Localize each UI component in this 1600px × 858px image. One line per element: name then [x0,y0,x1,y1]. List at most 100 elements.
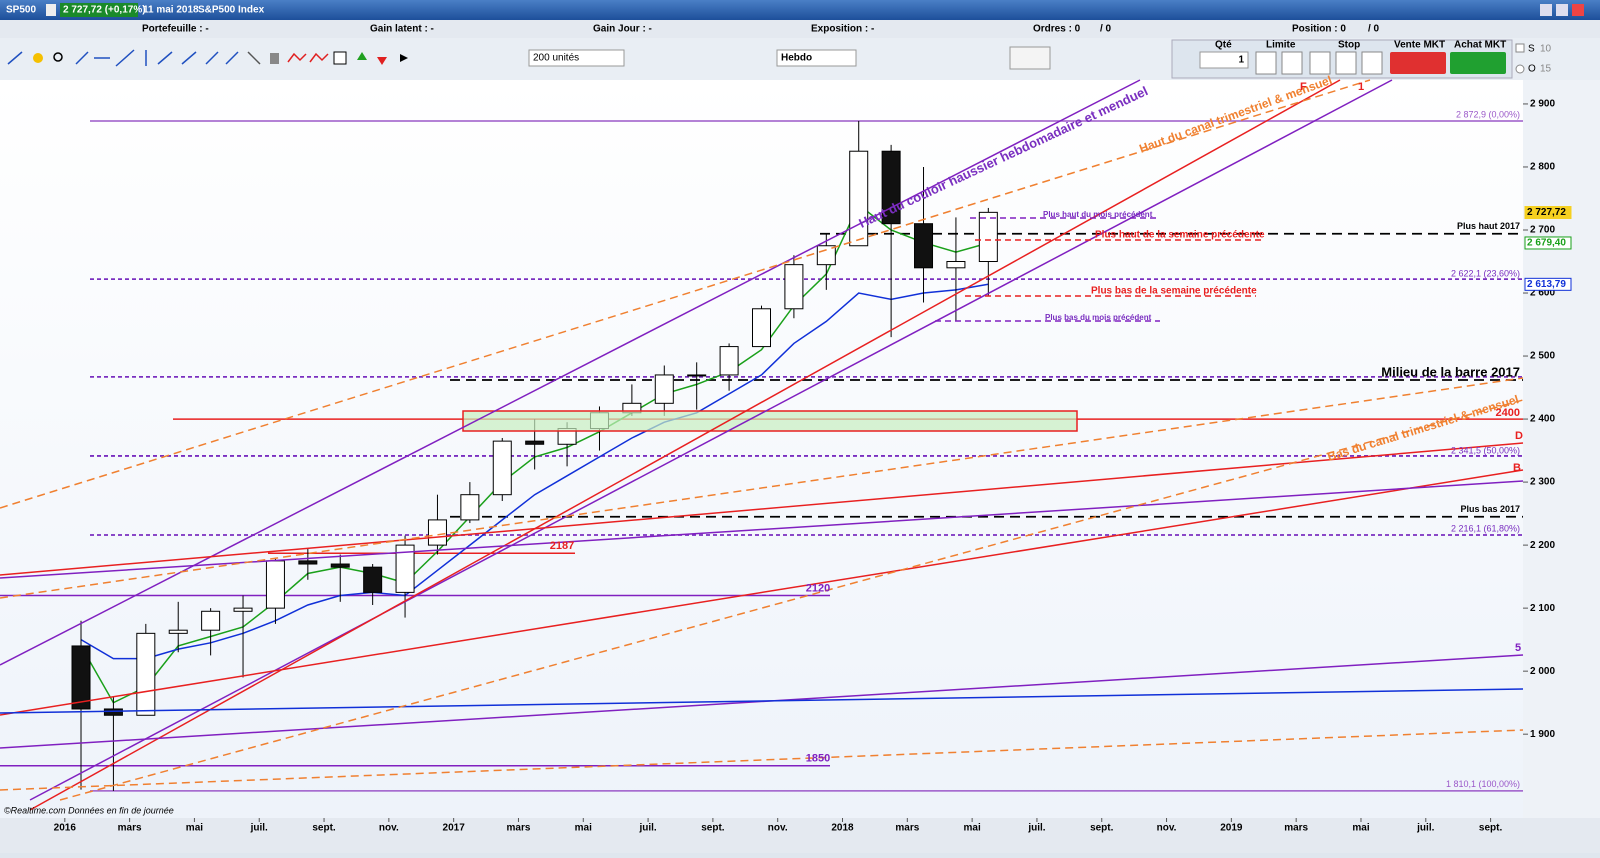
candle-body [687,374,707,377]
tool[interactable] [287,52,307,63]
trend-line [59,399,1524,801]
position: Position : 0 [1292,24,1346,35]
candle-body [201,610,221,631]
tool[interactable] [357,52,367,60]
level-label: 2 872,9 (0,00%) [1456,109,1520,119]
qty-input[interactable] [1199,51,1249,69]
tool[interactable] [247,51,261,65]
limit-sell[interactable] [1281,51,1303,75]
candle-body [654,374,674,404]
s-value: 10 [1540,44,1552,55]
trend-line [0,79,1141,666]
price-tag [1524,206,1572,220]
tool[interactable] [53,52,63,62]
tool[interactable] [309,52,329,63]
tool[interactable] [7,51,23,65]
trend-line [0,79,1371,509]
x-tick-label: mai [575,823,592,834]
trend-line [29,79,1341,811]
candle-body [103,708,123,716]
trend-line [0,442,1524,576]
candle-body [946,261,966,269]
candle-body [427,519,447,546]
tool[interactable] [205,51,219,65]
tool[interactable] [75,51,89,65]
y-tick-label: 2 100 [1530,603,1555,614]
tool[interactable] [400,54,408,62]
stop-2[interactable] [1335,51,1357,75]
trend-line [0,480,1524,579]
level-label: 1 810,1 (100,00%) [1446,779,1520,789]
level-label: 2120 [806,582,830,594]
chart-type[interactable] [1009,46,1051,70]
minimize[interactable] [1540,4,1552,16]
info-bar [0,20,1600,38]
y-tick-label: 2 900 [1530,99,1555,110]
units-select[interactable] [528,49,625,67]
buy-button[interactable] [1450,52,1506,74]
stop-1[interactable] [1309,51,1331,75]
y-tick-label: 2 000 [1530,666,1555,677]
candle-body [71,645,91,710]
x-tick-label: mars [1284,823,1308,834]
y-tick-label: 2 400 [1530,414,1555,425]
y-axis-panel [1523,80,1600,818]
stop-3[interactable] [1361,51,1383,75]
level-label: 2187 [550,540,574,552]
close[interactable] [1572,4,1584,16]
tool[interactable] [181,51,197,65]
candle-body [752,308,771,348]
tool[interactable] [333,51,347,65]
price-tag [1524,236,1572,250]
limit-buy[interactable] [1255,51,1277,75]
period-select[interactable] [776,49,857,67]
x-tick-label: sept. [1090,823,1114,834]
level-label: 2 341,5 (50,00%) [1451,445,1520,455]
title-bar [0,0,1600,20]
x-tick-label: sept. [1479,823,1503,834]
level-label: 2 622,1 (23,60%) [1451,268,1520,278]
footer: ©Realtime.com Données en fin de journée [4,805,174,815]
x-tick-label: 2017 [443,823,466,834]
annotation: Plus bas de la semaine précédente [1091,286,1257,297]
y-tick-label: 2 800 [1530,162,1555,173]
trend-line [0,688,1524,714]
annotation: Plus haut du mois précédent [1043,210,1153,219]
x-tick-label: juil. [638,823,656,834]
annotation: Plus haut de la semaine précédente [1095,230,1265,241]
level-label: 2400 [1496,407,1520,419]
plot-area [0,80,1523,818]
tool[interactable] [377,57,387,65]
tool[interactable] [115,49,135,67]
tool[interactable] [157,51,173,65]
trend-line [0,729,1524,791]
unrealized: Gain latent : - [370,24,434,35]
s-check[interactable] [1515,43,1525,53]
tool[interactable] [225,51,239,65]
trend-line [29,79,1393,801]
candle-body [978,211,998,263]
x-tick-label: sept. [701,823,725,834]
symbol: SP500 [6,5,36,16]
o-radio[interactable] [1515,64,1525,74]
maximize[interactable] [1556,4,1568,16]
trend-line [0,377,1524,599]
annotation: B [1513,462,1521,474]
candle-body [849,150,869,247]
trend-lines [0,79,1524,811]
y-tick-label: 2 300 [1530,477,1555,488]
tool[interactable] [33,53,43,63]
units: 200 unités [533,53,579,64]
moving-average [80,283,989,660]
sell-button[interactable] [1390,52,1446,74]
info-icon[interactable] [46,4,56,16]
tool[interactable] [270,53,279,64]
sell-label: Vente MKT [1394,40,1445,51]
quote: 2 727,72 (+0,17%) [63,5,146,16]
trend-line [0,469,1524,716]
x-tick-label: mai [964,823,981,834]
index-name: S&P500 Index [198,5,265,16]
x-tick-label: juil. [250,823,268,834]
price-tag-label: 2 727,72 [1527,207,1566,218]
